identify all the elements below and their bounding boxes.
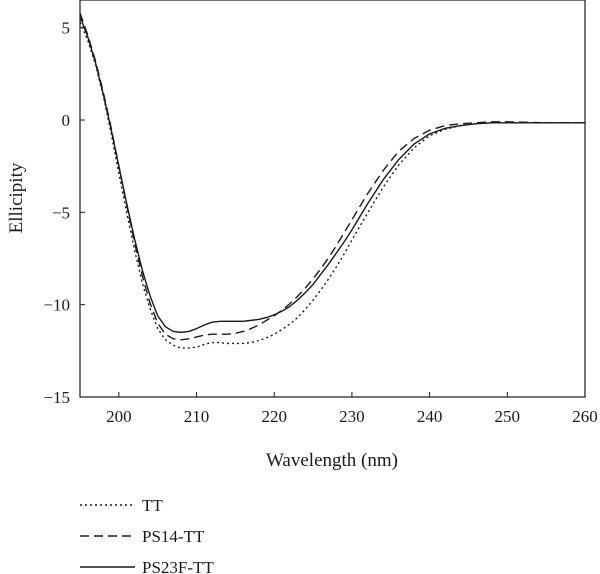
y-tick-label: −10 — [43, 296, 70, 315]
series-line-ps14-tt — [79, 12, 585, 341]
y-tick-label: 0 — [62, 111, 71, 130]
x-axis-label: Wavelength (nm) — [266, 450, 398, 471]
y-tick-label: 5 — [62, 19, 71, 38]
legend-label-ps14-tt: PS14-TT — [142, 527, 205, 546]
series-line-tt — [79, 21, 585, 349]
x-tick-label: 200 — [106, 407, 132, 426]
y-tick-label: −5 — [52, 203, 70, 222]
axis-ticks: 200 210 220 230 240 250 260 −15 −10 −5 0 5 — [43, 19, 597, 426]
series-line-ps23f-tt — [79, 16, 585, 334]
x-tick-label: 210 — [184, 407, 210, 426]
plot-frame — [79, 0, 586, 398]
y-axis-label: Ellicipity — [6, 162, 27, 233]
legend: TT PS14-TT PS23F-TT — [80, 496, 214, 574]
x-tick-label: 220 — [261, 407, 287, 426]
legend-label-ps23f-tt: PS23F-TT — [142, 558, 214, 574]
x-tick-label: 260 — [572, 407, 598, 426]
x-tick-label: 230 — [339, 407, 365, 426]
series-lines — [79, 12, 585, 349]
legend-label-tt: TT — [142, 496, 163, 515]
y-tick-label: −15 — [43, 388, 70, 407]
x-tick-label: 250 — [495, 407, 521, 426]
x-tick-label: 240 — [417, 407, 443, 426]
